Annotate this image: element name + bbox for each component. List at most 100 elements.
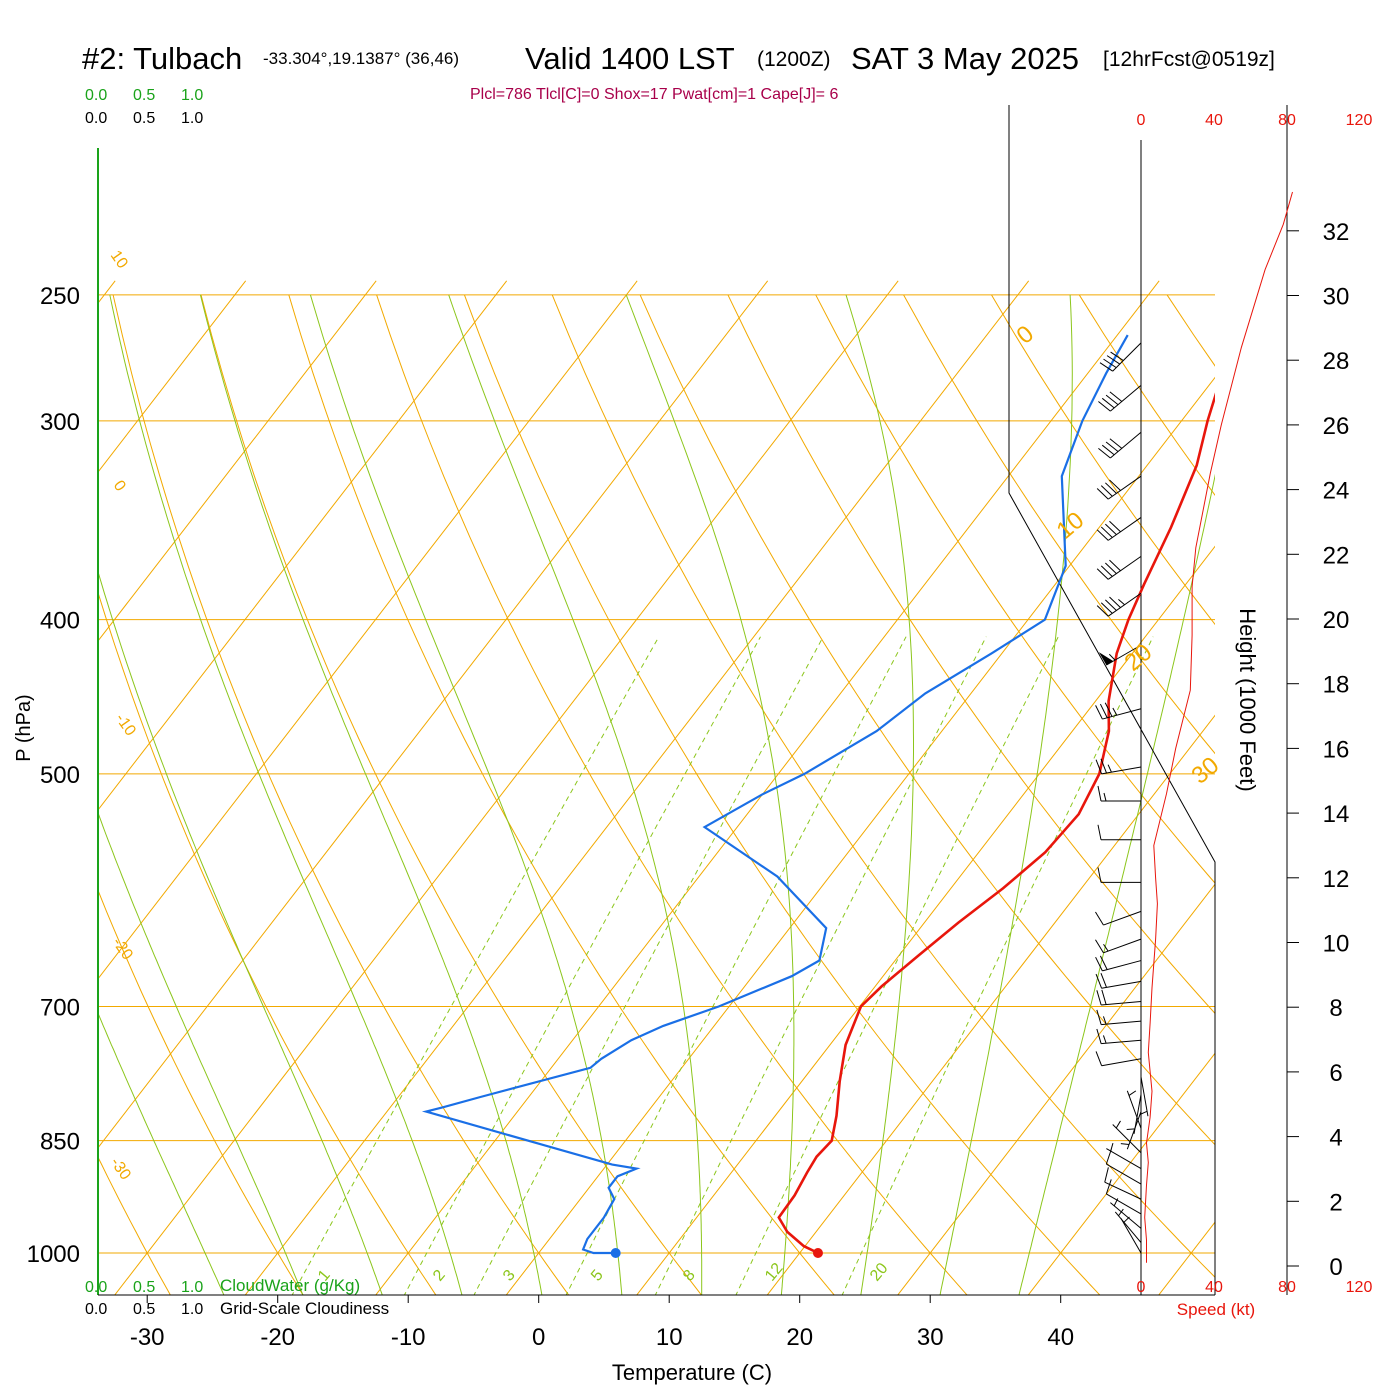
barb-full [1105, 441, 1119, 452]
barb-full [1100, 972, 1107, 988]
barb-staff [1107, 555, 1142, 580]
wind-barb [1097, 785, 1141, 802]
height-tick-label: 6 [1329, 1060, 1342, 1087]
wind-barb [1095, 758, 1142, 775]
barb-half [1139, 1110, 1148, 1116]
pressure-tick-label: 500 [40, 762, 80, 789]
top-cloudwater-05: 0.5 [133, 87, 155, 104]
dry-adiabat [98, 590, 437, 1295]
dry-adiabat [903, 294, 1215, 755]
adiabat-label-right: 20 [1120, 639, 1158, 677]
isotherm-line [1027, 1052, 1215, 1295]
barb-full [1096, 1028, 1102, 1044]
barb-full [1095, 939, 1104, 954]
speed-tick-bottom-0: 0 [1137, 1279, 1146, 1296]
speed-tick-top-0: 0 [1137, 112, 1146, 129]
barb-staff [1103, 938, 1142, 954]
dry-adiabat [98, 1156, 171, 1295]
temperature-tick-label: 10 [656, 1324, 683, 1351]
barb-staff [1107, 517, 1142, 541]
top-cloudiness-05: 0.5 [133, 110, 155, 127]
moist-adiabat [625, 294, 795, 1295]
barb-full [1099, 703, 1108, 719]
height-tick-label: 14 [1323, 801, 1350, 828]
isotherm-line [98, 280, 377, 642]
wind-barb [1106, 1142, 1142, 1169]
mixing-ratio-label: 2 [430, 1267, 449, 1285]
barb-staff [1106, 1193, 1142, 1215]
barb-half [1102, 1016, 1107, 1025]
temperature-trace [777, 392, 1215, 1255]
isotherm-line [98, 280, 769, 1149]
barb-full [1096, 605, 1109, 617]
barb-full [1109, 559, 1121, 572]
barb-full [1110, 351, 1124, 361]
temperature-tick-label: 40 [1047, 1324, 1074, 1351]
wind-barb [1096, 475, 1142, 500]
barb-staff [1112, 342, 1142, 372]
barb-staff [1126, 1090, 1142, 1129]
barb-staff [1140, 1076, 1149, 1117]
surface-temperature-dot [812, 1248, 823, 1258]
forecast-info: [12hrFcst@0519z] [1103, 48, 1275, 71]
bottom-cloudwater-05: 0.5 [133, 1279, 155, 1296]
dry-adiabat [727, 294, 1215, 1015]
wind-barb [1095, 910, 1142, 926]
barb-full [1098, 401, 1111, 412]
x-axis-title: Temperature (C) [612, 1360, 772, 1385]
site-coords: -33.304°,19.1387° (36,46) [263, 49, 459, 68]
height-tick-label: 8 [1329, 995, 1342, 1022]
top-cloudwater-0: 0.0 [85, 87, 107, 104]
height-tick-label: 30 [1323, 284, 1350, 311]
barb-full [1096, 488, 1109, 500]
barb-staff [1101, 1001, 1142, 1006]
barb-half [1103, 943, 1109, 952]
barb-full [1100, 758, 1107, 774]
wind-barb [1097, 867, 1141, 883]
barb-full [1100, 565, 1113, 577]
height-tick-label: 4 [1329, 1125, 1342, 1152]
barb-staff [1104, 1181, 1142, 1200]
wind-barb [1099, 342, 1142, 372]
barb-flag [1098, 652, 1114, 666]
isotherm-line [98, 280, 508, 811]
bottom-cloudiness-0: 0.0 [85, 1301, 107, 1318]
barb-full [1095, 911, 1104, 926]
top-cloudiness-1: 1.0 [181, 110, 203, 127]
barb-full [1109, 391, 1123, 402]
isotherm-line [98, 280, 638, 980]
sounding-traces [421, 334, 1215, 1258]
barb-full [1096, 1009, 1102, 1025]
wind-barb [1096, 555, 1142, 580]
wind-barb [1096, 517, 1142, 541]
thermo-grid [98, 280, 1215, 1295]
barb-full [1101, 444, 1115, 456]
top-cloudwater-1: 1.0 [181, 87, 203, 104]
wind-barb [1112, 1120, 1142, 1154]
wind-barb [1098, 644, 1142, 666]
speed-tick-bottom-40: 40 [1205, 1279, 1223, 1296]
mixing-ratio-line [403, 636, 761, 1295]
barb-full [1095, 956, 1103, 972]
temperature-tick-label: -30 [130, 1324, 165, 1351]
moist-adiabat [98, 1011, 225, 1295]
barb-staff [1101, 980, 1142, 989]
isotherm-line [505, 376, 1215, 1295]
barb-half [1120, 1143, 1130, 1145]
speed-axis-label: Speed (kt) [1177, 1300, 1255, 1319]
barb-staff [1120, 1218, 1142, 1254]
zulu-time: (1200Z) [757, 48, 831, 71]
height-tick-label: 22 [1323, 542, 1350, 569]
adiabat-label-right: 0 [1012, 320, 1040, 349]
pressure-tick-label: 700 [40, 994, 80, 1021]
isotherm-line [897, 883, 1215, 1295]
barb-full [1100, 526, 1113, 538]
wind-barb [1104, 1167, 1142, 1200]
mixing-ratio-line [654, 636, 987, 1295]
barb-staff [1110, 1202, 1142, 1229]
speed-tick-bottom-120: 120 [1346, 1279, 1373, 1296]
barb-full [1096, 990, 1102, 1006]
barb-full [1101, 989, 1107, 1005]
speed-tick-bottom-80: 80 [1278, 1279, 1296, 1296]
